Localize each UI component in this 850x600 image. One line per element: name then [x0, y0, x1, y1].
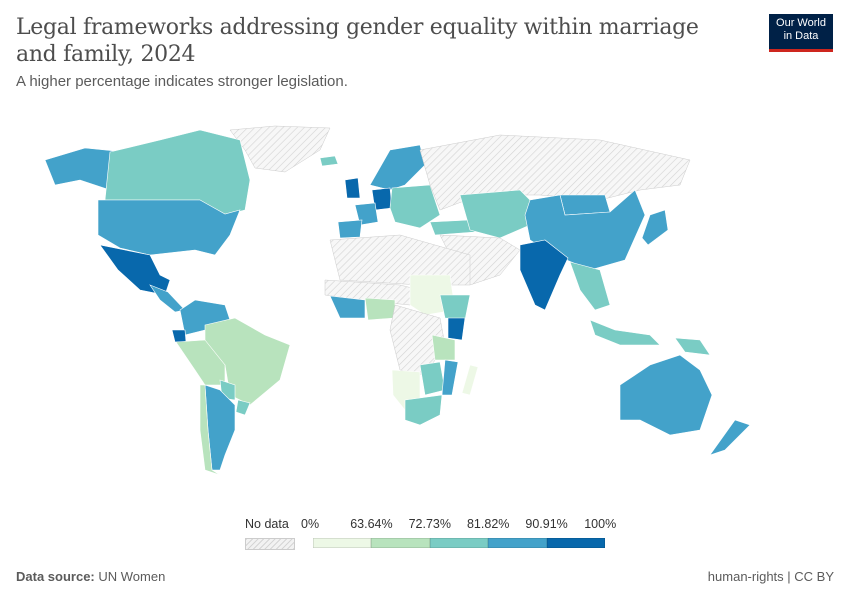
region-north-africa[interactable]	[329, 234, 471, 286]
region-zambia-zimbabwe[interactable]	[419, 361, 446, 396]
data-source-link[interactable]: UN Women	[98, 569, 166, 584]
legend-tick-label: 0%	[301, 517, 320, 531]
legend-bin-swatch[interactable]	[313, 538, 372, 548]
region-japan[interactable]	[641, 209, 669, 246]
region-indonesia[interactable]	[589, 319, 661, 346]
region-ecuador[interactable]	[171, 329, 187, 343]
region-india[interactable]	[519, 239, 569, 311]
region-new-zealand[interactable]	[709, 419, 751, 456]
region-spain[interactable]	[337, 219, 363, 239]
region-mongolia[interactable]	[559, 194, 611, 216]
world-map	[44, 125, 751, 476]
region-russia[interactable]	[419, 134, 691, 211]
region-chile[interactable]	[199, 384, 221, 476]
region-greenland[interactable]	[229, 125, 331, 173]
region-west-africa[interactable]	[329, 295, 366, 319]
region-iceland[interactable]	[319, 155, 339, 167]
legend-tick-label: 81.82%	[466, 517, 510, 531]
footer-license[interactable]: human-rights | CC BY	[707, 569, 834, 584]
region-usa[interactable]	[97, 199, 241, 256]
region-tanzania[interactable]	[431, 334, 456, 361]
legend-no-data-label: No data	[245, 517, 289, 531]
region-uruguay[interactable]	[235, 399, 251, 416]
legend-tick-label: 100%	[584, 517, 617, 531]
region-central-america[interactable]	[149, 284, 186, 313]
region-south-africa[interactable]	[404, 394, 443, 426]
region-png[interactable]	[674, 337, 711, 356]
legend-bin-swatch[interactable]	[371, 538, 430, 548]
region-madagascar[interactable]	[461, 364, 479, 396]
region-scandinavia[interactable]	[369, 144, 426, 191]
region-turkey[interactable]	[429, 219, 476, 236]
owid-logo[interactable]: Our World in Data	[769, 14, 833, 52]
region-uk[interactable]	[344, 177, 361, 199]
logo-line-1: Our World	[776, 17, 826, 29]
legend-bin-swatch[interactable]	[546, 538, 605, 548]
region-nigeria[interactable]	[364, 297, 396, 321]
chart-title: Legal frameworks addressing gender equal…	[16, 15, 699, 67]
chart-subtitle: A higher percentage indicates stronger l…	[16, 73, 348, 90]
region-france[interactable]	[354, 202, 379, 226]
legend-bin-swatch[interactable]	[488, 538, 547, 548]
region-australia[interactable]	[619, 354, 713, 436]
data-source: Data source: UN Women	[16, 569, 165, 584]
legend-tick-label: 72.73%	[408, 517, 451, 531]
region-kenya[interactable]	[447, 317, 466, 341]
legend-tick-label: 90.91%	[525, 517, 568, 531]
legend-tick-label: 63.64%	[350, 517, 393, 531]
legend-no-data-swatch	[245, 538, 295, 550]
data-source-label: Data source:	[16, 569, 95, 584]
region-ethiopia[interactable]	[439, 294, 471, 321]
legend-bin-swatch[interactable]	[429, 538, 489, 548]
region-mexico[interactable]	[99, 244, 171, 296]
region-mozambique[interactable]	[441, 359, 459, 396]
logo-line-2: in Data	[783, 30, 819, 42]
region-se-asia[interactable]	[569, 261, 611, 311]
